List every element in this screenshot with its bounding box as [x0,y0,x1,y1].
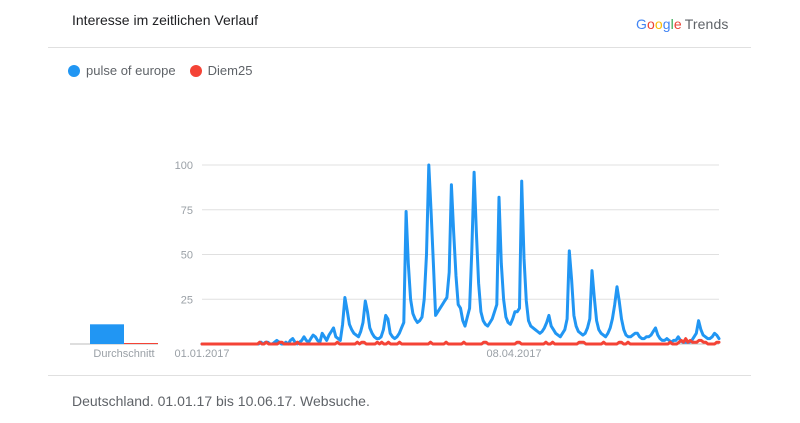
y-tick-label: 50 [181,250,193,262]
y-tick-label: 25 [181,294,193,306]
google-letter: o [647,16,655,32]
google-letter: G [636,16,647,32]
legend-dot-blue [68,64,80,77]
average-label: Durchschnitt [93,348,154,360]
average-bar [90,324,124,344]
legend-dot-red [189,64,202,77]
google-letter: l [670,16,674,32]
google-letter: o [654,16,663,32]
chart-legend: pulse of europe Diem25 [68,63,266,78]
x-tick-label: 08.04.2017 [486,348,541,360]
y-tick-label: 75 [181,205,193,217]
series-line-diem25 [200,337,721,346]
x-tick-label: 01.01.2017 [174,348,229,360]
header-divider [48,47,751,48]
widget-title: Interesse im zeitlichen Verlauf [72,12,258,28]
legend-item-pulse-of-europe[interactable]: pulse of europe [68,63,176,78]
trends-wordmark: Trends [684,16,729,32]
average-bar [124,343,158,344]
legend-item-diem25[interactable]: Diem25 [189,63,253,78]
footer-caption: Deutschland. 01.01.17 bis 10.06.17. Webs… [72,393,370,409]
legend-label: pulse of europe [86,63,176,78]
footer-divider [48,375,751,376]
y-tick-label: 100 [175,160,193,172]
google-letter: g [662,16,671,32]
legend-label: Diem25 [207,63,253,78]
google-trends-logo: Google Trends [636,16,728,32]
google-letter: e [673,16,682,32]
google-wordmark: Google [636,16,682,32]
